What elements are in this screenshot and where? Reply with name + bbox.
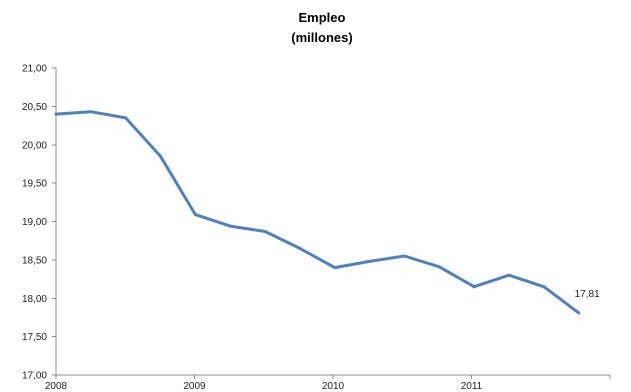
y-tick-label: 20,50 xyxy=(22,102,47,113)
data-point xyxy=(193,213,197,217)
data-point xyxy=(298,246,302,250)
data-point xyxy=(89,110,93,114)
x-tick-label: 2010 xyxy=(322,381,345,392)
data-point xyxy=(542,285,546,289)
series-group xyxy=(54,110,581,315)
y-tick-label: 17,00 xyxy=(22,371,47,382)
data-point xyxy=(472,285,476,289)
y-tick-label: 20,00 xyxy=(22,140,47,151)
data-point xyxy=(159,154,163,158)
x-axis-ticks: 2008 2009 2010 2011 xyxy=(45,375,611,392)
x-tick-label: 2011 xyxy=(461,381,483,392)
y-tick-label: 19,50 xyxy=(22,179,47,190)
data-point xyxy=(402,254,406,258)
y-tick-label: 18,00 xyxy=(22,294,47,305)
data-point xyxy=(263,229,267,233)
data-point xyxy=(368,259,372,263)
chart-title-line-2: (millones) xyxy=(291,30,352,45)
x-tick-label: 2008 xyxy=(45,381,68,392)
data-point xyxy=(228,224,232,228)
data-point xyxy=(507,273,511,277)
x-tick-label: 2009 xyxy=(183,381,206,392)
data-point xyxy=(124,116,128,120)
series-line xyxy=(54,110,581,315)
data-labels: 17,81 xyxy=(575,289,600,300)
data-point xyxy=(437,265,441,269)
y-tick-label: 18,50 xyxy=(22,255,47,266)
y-axis-ticks: 21,00 20,50 20,00 19,50 19,00 18,50 18,00 17,50… xyxy=(22,64,56,382)
data-point xyxy=(333,266,337,270)
data-point xyxy=(54,112,58,116)
y-tick-label: 17,50 xyxy=(22,332,47,343)
y-tick-label: 19,00 xyxy=(22,217,47,228)
axes xyxy=(55,68,610,376)
chart-title-line-1: Empleo xyxy=(299,10,346,25)
data-label: 17,81 xyxy=(575,289,600,300)
y-tick-label: 21,00 xyxy=(22,64,47,75)
data-point xyxy=(577,311,581,315)
